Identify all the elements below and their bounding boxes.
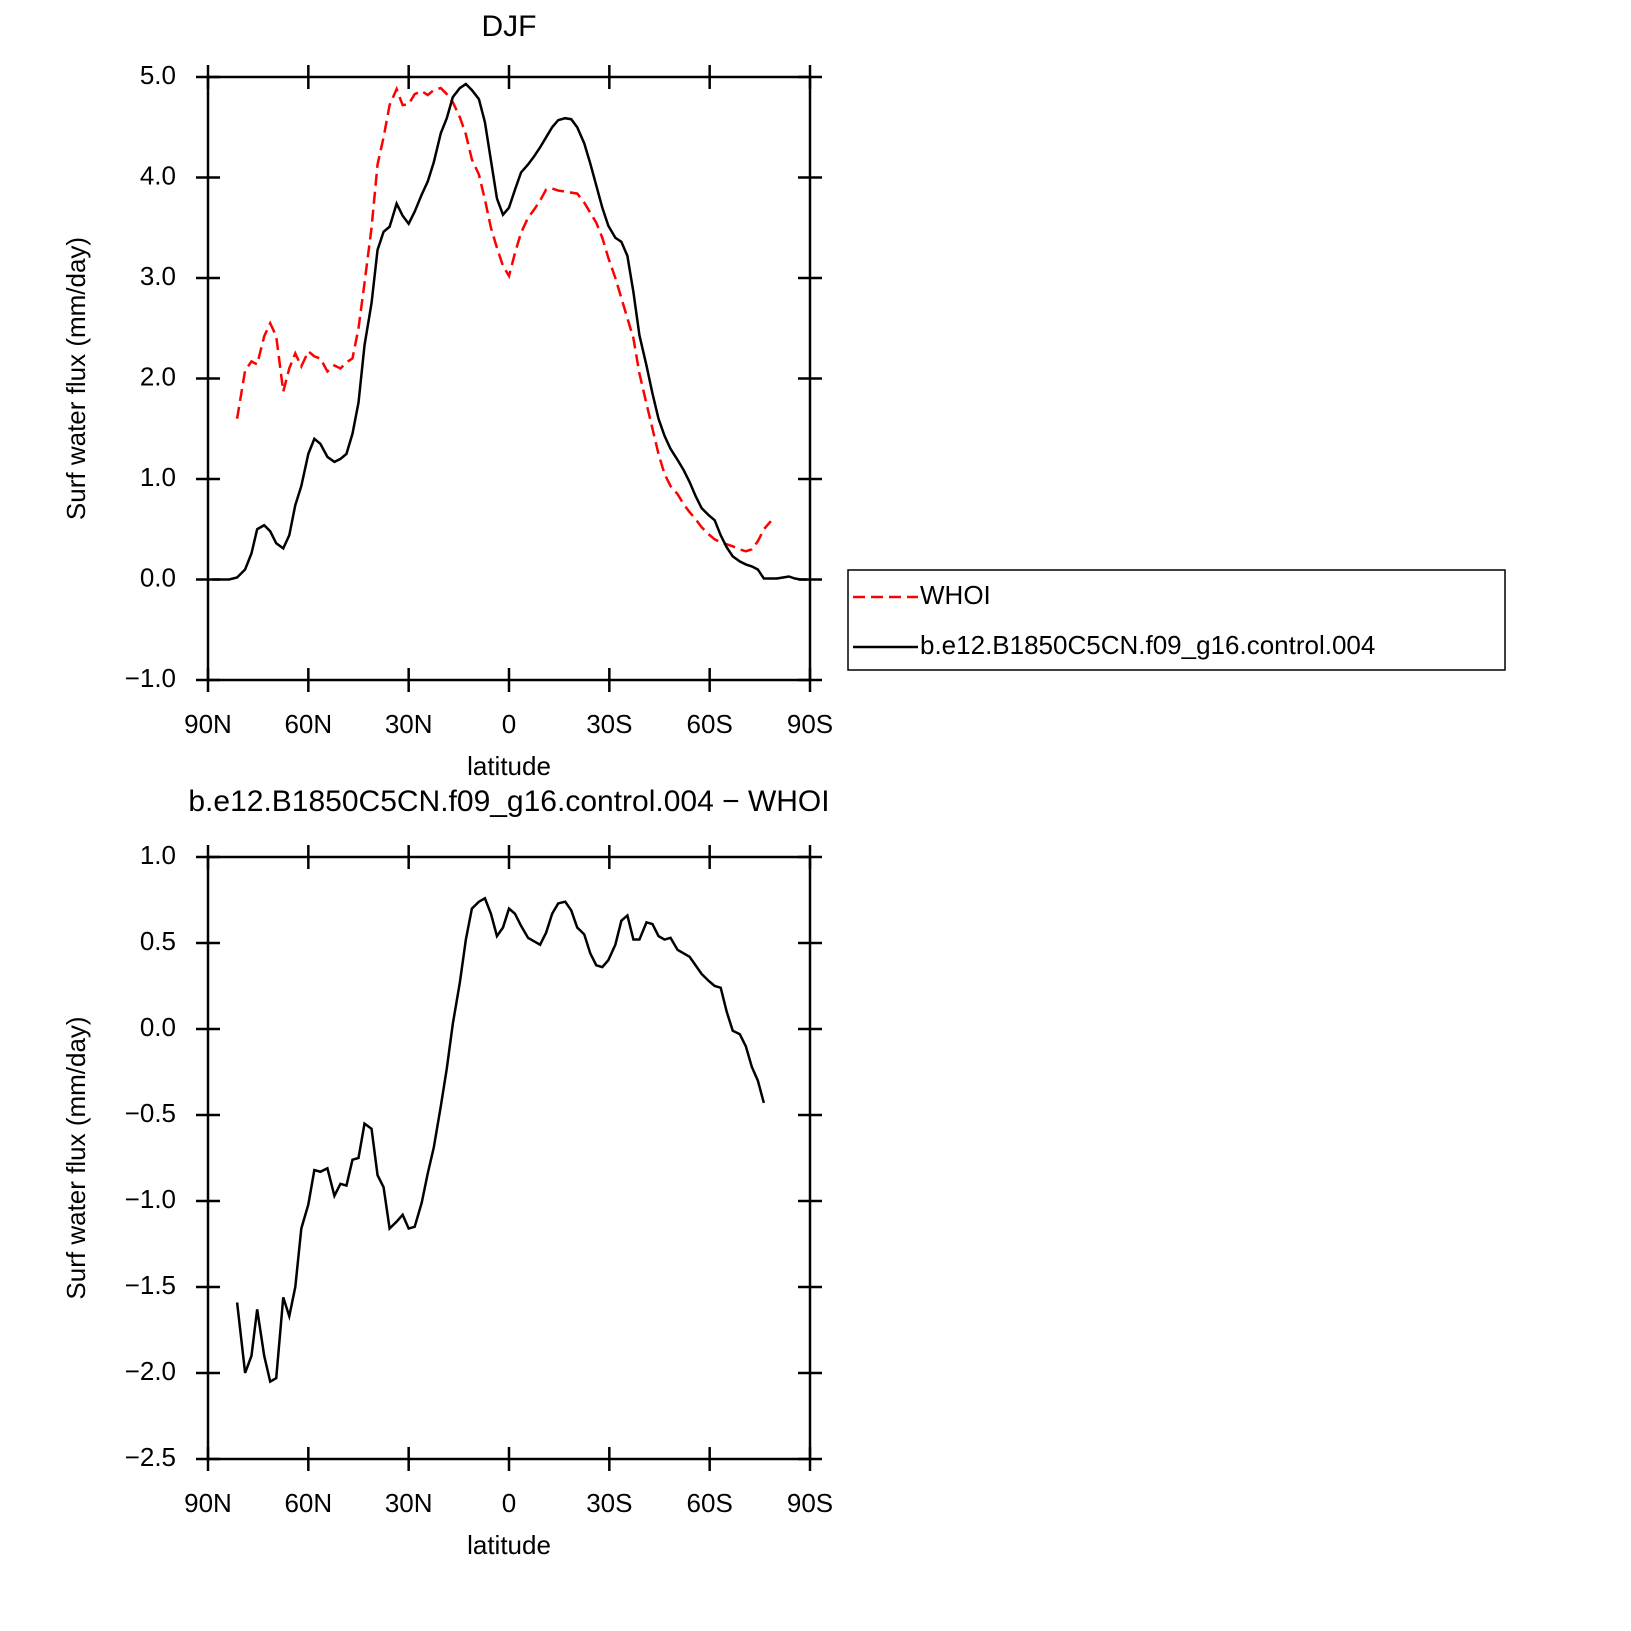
x-tick-label: 90S <box>787 1488 833 1518</box>
y-tick-label: 0.0 <box>140 1012 176 1042</box>
x-tick-label: 0 <box>502 709 516 739</box>
legend-label: b.e12.B1850C5CN.f09_g16.control.004 <box>920 630 1375 660</box>
y-tick-label: −1.0 <box>125 663 176 693</box>
y-tick-label: −2.0 <box>125 1356 176 1386</box>
y-axis-label: Surf water flux (mm/day) <box>61 237 91 520</box>
x-tick-label: 90N <box>184 1488 232 1518</box>
x-tick-label: 30S <box>586 1488 632 1518</box>
y-tick-label: −0.5 <box>125 1098 176 1128</box>
legend-box <box>847 569 1506 671</box>
x-tick-label: 90S <box>787 709 833 739</box>
y-tick-label: −1.5 <box>125 1270 176 1300</box>
y-axis-label: Surf water flux (mm/day) <box>61 1016 91 1299</box>
y-tick-label: 4.0 <box>140 160 176 190</box>
y-tick-label: 0.0 <box>140 562 176 592</box>
legend-label: WHOI <box>920 580 991 610</box>
y-tick-label: 2.0 <box>140 361 176 391</box>
y-tick-label: −1.0 <box>125 1184 176 1214</box>
y-tick-label: 1.0 <box>140 840 176 870</box>
x-tick-label: 0 <box>502 1488 516 1518</box>
y-tick-label: 0.5 <box>140 926 176 956</box>
y-tick-label: −2.5 <box>125 1442 176 1472</box>
data-line <box>235 896 766 1384</box>
x-tick-label: 60N <box>284 709 332 739</box>
y-tick-label: 3.0 <box>140 261 176 291</box>
x-axis-label: latitude <box>467 1530 551 1560</box>
x-tick-label: 60S <box>687 709 733 739</box>
x-tick-label: 30S <box>586 709 632 739</box>
x-tick-label: 60N <box>284 1488 332 1518</box>
x-tick-label: 60S <box>687 1488 733 1518</box>
data-line <box>212 82 807 581</box>
x-tick-label: 30N <box>385 1488 433 1518</box>
plot-frame <box>206 855 812 1461</box>
chart-title: b.e12.B1850C5CN.f09_g16.control.004 − WH… <box>188 785 829 818</box>
x-tick-label: 30N <box>385 709 433 739</box>
y-tick-label: 5.0 <box>140 60 176 90</box>
x-tick-label: 90N <box>184 709 232 739</box>
plot-frame <box>206 75 812 682</box>
x-axis-label: latitude <box>467 751 551 781</box>
chart-title: DJF <box>482 10 537 43</box>
y-tick-label: 1.0 <box>140 462 176 492</box>
data-line <box>235 85 772 553</box>
